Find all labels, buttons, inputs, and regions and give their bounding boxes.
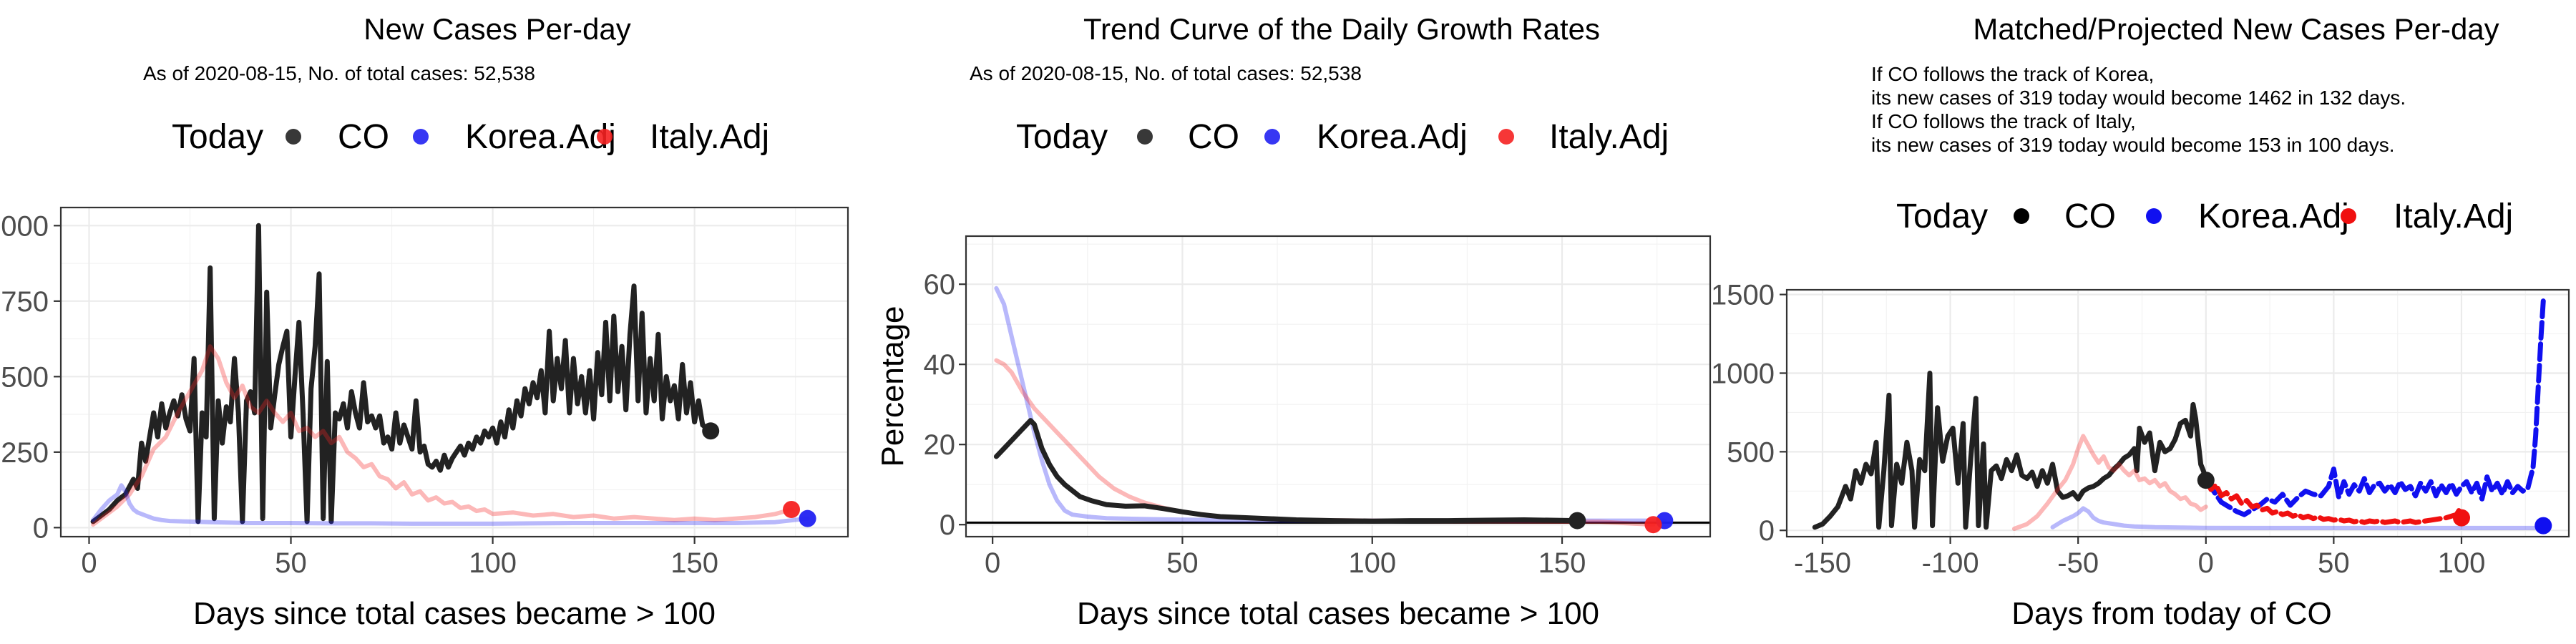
y-tick-label: 1000: [1711, 358, 1775, 389]
series-line-co: [1812, 371, 2209, 530]
chart-title: Trend Curve of the Daily Growth Rates: [1083, 12, 1600, 46]
x-tick-label: 0: [985, 547, 1000, 579]
legend-key-italy-adj: [597, 129, 613, 145]
x-tick-label: -50: [2057, 547, 2099, 579]
legend: Today CO Korea.Adj Italy.Adj: [1016, 118, 1669, 156]
x-tick-label: 100: [469, 547, 517, 579]
y-tick-label: 20: [924, 429, 956, 461]
legend-title: Today: [172, 118, 263, 156]
y-tick-label: 750: [1, 286, 49, 318]
x-tick-label: 150: [670, 547, 718, 579]
y-axis-title: Percentage: [875, 306, 910, 467]
x-tick-label: 150: [1538, 547, 1586, 579]
legend-label: Korea.Adj: [465, 118, 616, 156]
chart-subtitle-line: its new cases of 319 today would become …: [1871, 134, 2395, 156]
y-tick-label: 0: [940, 509, 955, 541]
chart-subtitle-line: If CO follows the track of Italy,: [1871, 110, 2136, 132]
legend-key-co: [2014, 208, 2029, 224]
legend-key-korea-adj: [413, 129, 429, 145]
chart-subtitle-line: its new cases of 319 today would become …: [1871, 87, 2406, 109]
series-line-korea-adj-projected: [2203, 298, 2546, 517]
x-tick-label: 50: [1166, 547, 1199, 579]
y-tick-label: 500: [1, 361, 49, 393]
y-tick-label: 500: [1727, 436, 1775, 468]
end-marker-korea-adj-projected: [2534, 517, 2552, 535]
series-line-co: [90, 223, 713, 525]
x-tick-label: 100: [1348, 547, 1396, 579]
series-line-italy-adj: [91, 344, 794, 527]
legend-key-korea-adj: [1264, 129, 1280, 145]
plot-area: [1785, 288, 2570, 538]
chart-panel-1: New Cases Per-day As of 2020-08-15, No. o…: [0, 12, 849, 631]
legend-label: Korea.Adj: [1317, 118, 1468, 156]
series-line-co: [993, 418, 1580, 524]
y-tick-label: 1500: [1711, 280, 1775, 311]
legend-key-co: [1137, 129, 1153, 145]
legend: Today CO Korea.Adj Italy.Adj: [1896, 197, 2513, 235]
y-tick-label: 250: [1, 437, 49, 469]
series-group: [993, 286, 1667, 527]
end-marker-italy-adj: [1644, 516, 1662, 534]
x-axis-title: Days since total cases became > 100: [1077, 596, 1599, 631]
legend-label: Italy.Adj: [2394, 197, 2513, 235]
y-tick-label: 0: [1759, 515, 1775, 547]
chart-subtitle: As of 2020-08-15, No. of total cases: 52…: [143, 62, 535, 84]
legend-label: Italy.Adj: [1549, 118, 1669, 156]
chart-subtitle-line: If CO follows the track of Korea,: [1871, 63, 2154, 85]
legend-key-italy-adj: [1498, 129, 1514, 145]
chart-subtitle: As of 2020-08-15, No. of total cases: 52…: [970, 62, 1362, 84]
chart-panel-2: Trend Curve of the Daily Growth Rates As …: [875, 12, 1712, 631]
legend-title: Today: [1896, 197, 1988, 235]
x-axis-title: Days from today of CO: [2011, 596, 2331, 631]
x-tick-label: 50: [275, 547, 307, 579]
x-tick-label: 100: [2438, 547, 2486, 579]
series-line-italy-adj-projected: [2203, 477, 2464, 525]
legend-label: CO: [2064, 197, 2116, 235]
series-line-korea-adj: [2050, 506, 2546, 530]
legend-label: CO: [338, 118, 389, 156]
series-line-italy-adj: [2011, 434, 2208, 531]
chart-panel-3: Matched/Projected New Cases Per-day If CO…: [1711, 12, 2570, 631]
legend-key-italy-adj: [2341, 208, 2356, 224]
x-tick-label: -100: [1922, 547, 1979, 579]
end-marker-co: [2197, 472, 2215, 489]
y-tick-label: 40: [924, 349, 956, 381]
legend: Today CO Korea.Adj Italy.Adj: [172, 118, 769, 156]
end-marker-korea-adj: [799, 509, 816, 527]
chart-title: Matched/Projected New Cases Per-day: [1973, 12, 2499, 46]
x-tick-label: 0: [2198, 547, 2214, 579]
legend-key-korea-adj: [2146, 208, 2162, 224]
legend-title: Today: [1016, 118, 1108, 156]
legend-key-co: [286, 129, 301, 145]
series-group: [90, 223, 810, 527]
legend-label: CO: [1188, 118, 1239, 156]
x-tick-label: -150: [1794, 547, 1851, 579]
series-line-korea-adj: [91, 483, 810, 526]
end-marker-italy-adj-projected: [2452, 509, 2470, 527]
legend-label: Korea.Adj: [2198, 197, 2349, 235]
end-marker-co: [1568, 512, 1586, 530]
y-tick-label: 1000: [0, 210, 49, 242]
plot-area: [59, 206, 849, 538]
end-marker-co: [702, 422, 720, 440]
series-group: [1812, 298, 2546, 531]
y-tick-label: 60: [924, 269, 956, 301]
end-marker-italy-adj: [783, 501, 801, 519]
x-axis-title: Days since total cases became > 100: [193, 596, 716, 631]
plot-area: [965, 235, 1712, 538]
chart-title: New Cases Per-day: [364, 12, 630, 46]
x-tick-label: 50: [2318, 547, 2350, 579]
x-tick-label: 0: [81, 547, 97, 579]
y-tick-label: 0: [33, 512, 49, 544]
legend-label: Italy.Adj: [650, 118, 769, 156]
